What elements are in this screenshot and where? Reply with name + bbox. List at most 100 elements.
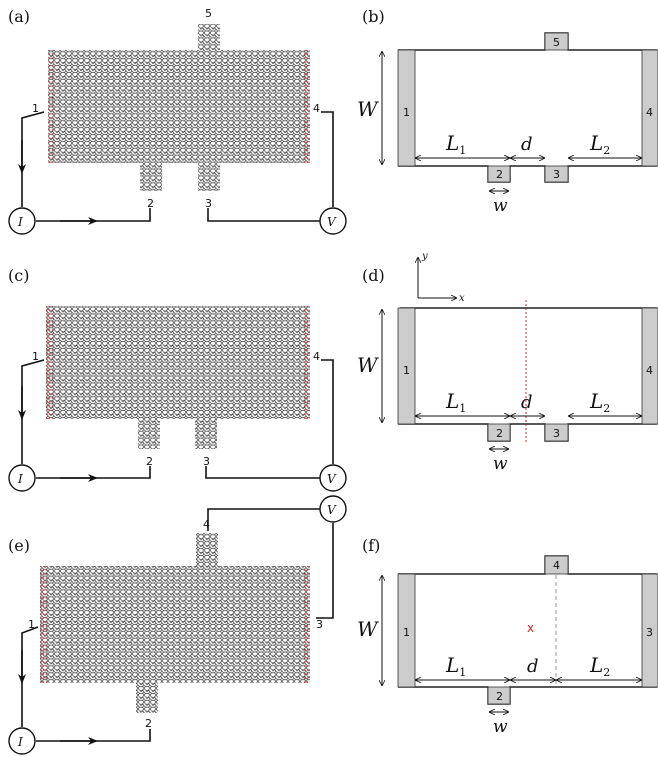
panel-f: (f) x 1 3 4 2 W L1 d L2 w — [357, 536, 658, 737]
terminal-3: 3 — [205, 197, 212, 210]
terminal-1: 1 — [28, 618, 35, 631]
lead-edge-right — [303, 566, 310, 683]
w-label: w — [493, 454, 508, 474]
y-axis-label: y — [421, 251, 428, 262]
probe-lattice-2 — [138, 419, 160, 449]
contact-2 — [487, 686, 511, 705]
x-axis-label: x — [459, 293, 465, 304]
current-source-label: I — [17, 735, 23, 749]
contact-label-1: 1 — [403, 106, 410, 119]
contact-label-3: 3 — [553, 427, 560, 440]
d-label: d — [527, 656, 539, 677]
probe-lattice-4 — [196, 533, 218, 566]
contact-4 — [544, 555, 569, 575]
contact-1 — [397, 307, 416, 425]
current-source — [8, 727, 36, 755]
contact-label-2: 2 — [496, 427, 503, 440]
lead-edge-right — [303, 50, 310, 163]
terminal-4: 4 — [203, 518, 210, 531]
w-label: w — [493, 196, 508, 216]
contact-label-2: 2 — [496, 690, 503, 703]
contact-label-4: 4 — [553, 559, 560, 572]
terminal-3: 3 — [203, 455, 210, 468]
contact-label-1: 1 — [403, 364, 410, 377]
w-label: w — [493, 717, 508, 737]
wire-current — [21, 359, 45, 464]
terminal-1: 1 — [32, 102, 39, 115]
d-label: d — [521, 392, 533, 413]
d-label: d — [521, 134, 533, 155]
top-edge — [398, 32, 657, 51]
panel-c: (c) 1 4 2 3 I V — [8, 266, 347, 492]
contact-label-2: 2 — [496, 168, 503, 181]
contact-label-3: 3 — [553, 168, 560, 181]
panel-label-a: (a) — [8, 7, 30, 26]
wire-v-left — [205, 466, 320, 479]
terminal-2: 2 — [146, 455, 153, 468]
L2-label: L2 — [589, 389, 610, 415]
wire-v-right — [321, 111, 334, 207]
contact-3 — [544, 165, 569, 183]
contact-1 — [397, 573, 416, 688]
contact-4 — [641, 49, 658, 167]
width-label: W — [357, 617, 379, 641]
panel-label-b: (b) — [362, 7, 385, 26]
terminal-4: 4 — [313, 102, 320, 115]
terminal-3: 3 — [316, 618, 323, 631]
L2-label: L2 — [589, 131, 610, 157]
current-source-label: I — [17, 472, 23, 486]
contact-3 — [641, 573, 658, 688]
L1-label: L1 — [445, 389, 466, 415]
graphene-lattice — [46, 306, 310, 419]
contact-5 — [544, 32, 569, 51]
graphene-lattice — [40, 566, 310, 683]
panel-label-f: (f) — [362, 536, 380, 555]
probe-lattice-3 — [198, 163, 220, 191]
voltmeter — [319, 495, 347, 523]
contact-2 — [487, 165, 511, 183]
voltmeter-label: V — [327, 503, 337, 517]
terminal-4: 4 — [313, 350, 320, 363]
panel-label-d: (d) — [362, 266, 385, 285]
wire-current — [21, 111, 45, 207]
L2-label: L2 — [589, 653, 610, 679]
width-label: W — [357, 97, 379, 121]
current-source — [8, 207, 36, 235]
current-source — [8, 464, 36, 492]
bottom-edge — [398, 423, 657, 442]
voltmeter-label: V — [327, 472, 337, 486]
panel-b: (b) 1 4 5 2 3 W L1 d L2 w — [357, 7, 658, 216]
graphene-lattice — [48, 50, 310, 163]
lead-edge-left — [48, 50, 55, 163]
voltmeter-label: V — [327, 215, 337, 229]
wire-current — [21, 626, 39, 727]
terminal-1: 1 — [32, 350, 39, 363]
panel-d: (d) y x 1 4 2 3 W L1 d L2 w — [357, 251, 658, 474]
contact-label-4: 4 — [646, 364, 653, 377]
wire-v-top — [207, 508, 320, 531]
terminal-5: 5 — [205, 7, 212, 20]
panel-e: (e) 4 1 3 2 I V — [8, 495, 347, 755]
contact-label-5: 5 — [553, 36, 560, 49]
marker-x: x — [527, 621, 534, 635]
lead-edge-right — [303, 306, 310, 419]
wire-v-left — [207, 208, 320, 222]
contact-label-3: 3 — [646, 626, 653, 639]
wire-v-right — [316, 523, 334, 619]
lead-edge-left — [46, 306, 53, 419]
panel-label-e: (e) — [8, 536, 30, 555]
wire-v-right — [321, 359, 334, 464]
panel-label-c: (c) — [8, 266, 29, 285]
current-source-label: I — [17, 215, 23, 229]
contact-4 — [641, 307, 658, 425]
wire-return — [36, 208, 151, 222]
voltmeter — [319, 464, 347, 492]
top-edge — [398, 555, 657, 575]
bottom-edge — [398, 165, 657, 183]
contact-1 — [397, 49, 416, 167]
probe-lattice-2 — [140, 163, 162, 191]
voltmeter — [319, 207, 347, 235]
probe-lattice-5 — [198, 24, 220, 50]
probe-lattice-2 — [136, 683, 158, 713]
